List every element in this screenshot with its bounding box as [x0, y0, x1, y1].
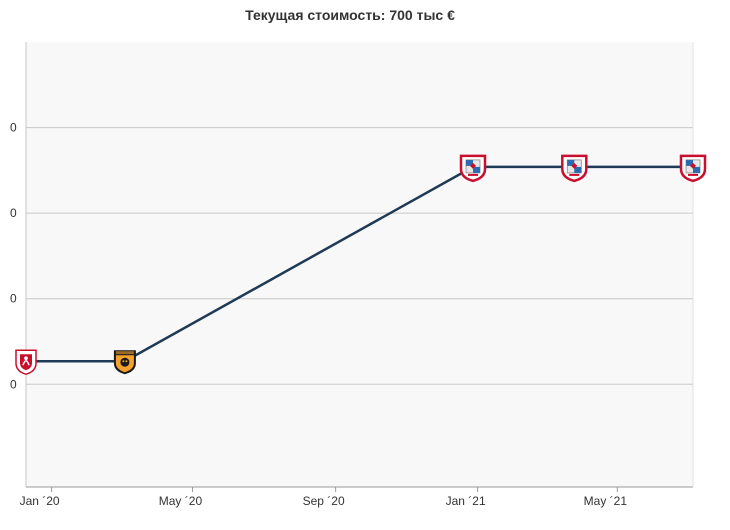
chart-title: Текущая стоимость: 700 тыс € [245, 7, 455, 23]
barnsley-crest-icon[interactable] [459, 154, 487, 183]
grid-lines [26, 127, 693, 385]
x-tick-label: May ´21 [584, 494, 628, 508]
y-tick-label: 0 [10, 121, 17, 135]
barnsley-crest-icon[interactable] [561, 154, 588, 183]
y-tick-label: 0 [10, 292, 17, 306]
x-tick-label: Jan ´20 [20, 494, 60, 508]
barnsley-crest-icon[interactable] [679, 154, 707, 183]
x-axis-ticks: Jan ´20 May ´20 Sep ´20 Jan ´21 May ´21 [20, 487, 628, 508]
x-tick-label: May ´20 [159, 494, 203, 508]
axes [25, 42, 694, 488]
liverpool-crest-icon[interactable] [15, 349, 37, 375]
y-tick-label: 0 [10, 206, 17, 220]
y-tick-label: 0 [10, 377, 17, 391]
hull-city-crest-icon[interactable] [113, 350, 136, 375]
x-tick-label: Jan ´21 [446, 494, 486, 508]
club-markers [15, 154, 707, 375]
x-tick-label: Sep ´20 [303, 494, 345, 508]
plot-area [26, 42, 693, 487]
y-axis-ticks: 0 0 0 0 [10, 121, 17, 392]
